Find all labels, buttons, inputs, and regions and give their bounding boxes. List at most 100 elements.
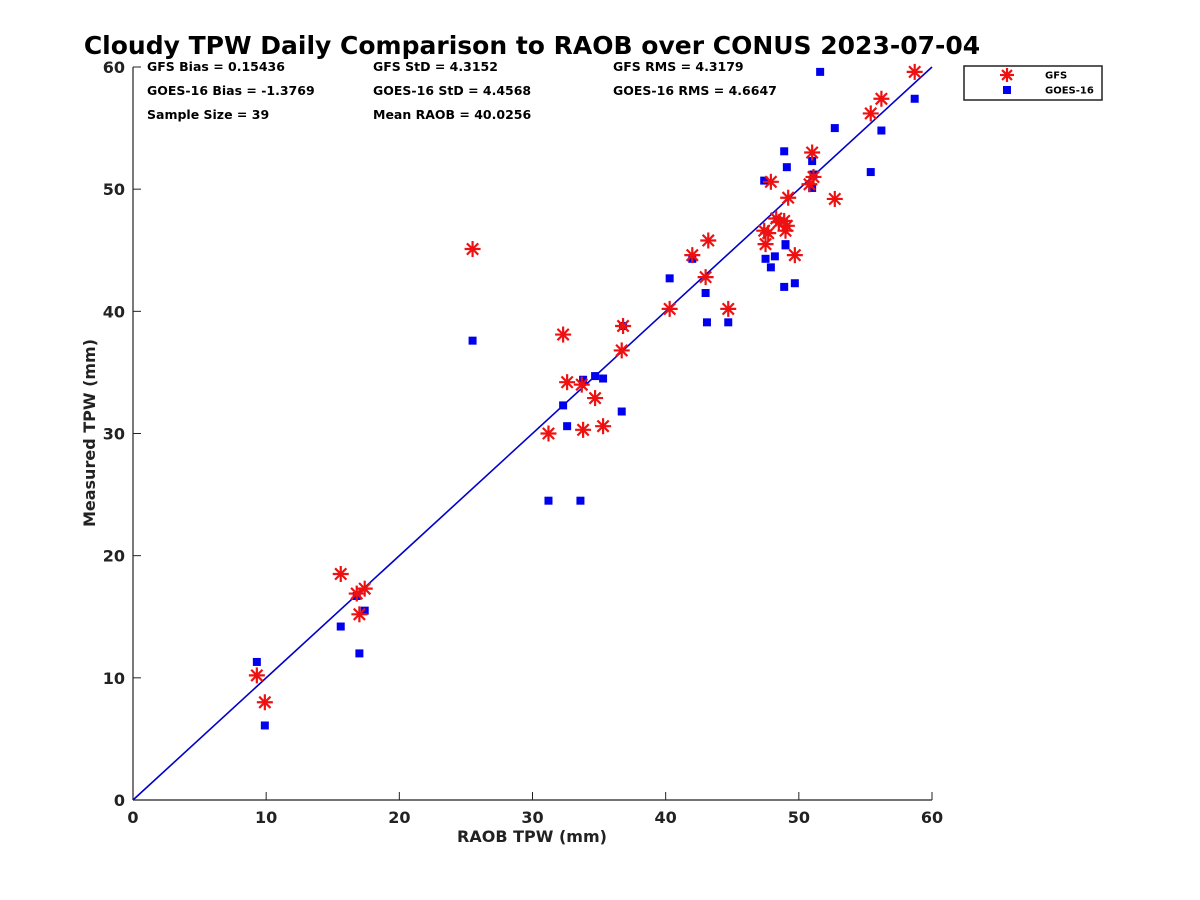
gfs-point (760, 225, 777, 242)
gfs-point (826, 190, 843, 207)
goes16-point (576, 496, 585, 505)
y-tick-label: 10 (103, 669, 125, 688)
goes16-point (260, 721, 269, 730)
stat-label: Sample Size = 39 (147, 107, 269, 122)
legend-goes16-marker (1003, 86, 1011, 94)
gfs-point (862, 105, 879, 122)
goes16-point (877, 126, 886, 135)
goes16-point (468, 336, 477, 345)
goes16-point (544, 496, 553, 505)
gfs-point (700, 232, 717, 249)
goes16-point (665, 274, 674, 283)
gfs-point (248, 667, 265, 684)
stat-label: GOES-16 RMS = 4.6647 (613, 83, 777, 98)
goes16-point (910, 94, 919, 103)
x-tick-label: 50 (788, 808, 810, 827)
gfs-point (613, 342, 630, 359)
goes16-point (761, 254, 770, 263)
stats-annotations: GFS Bias = 0.15436 GFS StD = 4.3152 GFS RM… (147, 59, 777, 122)
x-tick-label: 30 (521, 808, 543, 827)
data-points (248, 63, 923, 730)
goes16-point (355, 649, 364, 658)
goes16-point (866, 168, 875, 177)
x-tick-label: 10 (255, 808, 277, 827)
goes16-point (599, 374, 608, 383)
gfs-point (595, 418, 612, 435)
goes16-point (563, 422, 572, 431)
goes16-point (702, 318, 711, 327)
goes16-point (766, 263, 775, 272)
gfs-point (587, 390, 604, 407)
gfs-point (684, 247, 701, 264)
gfs-point (256, 694, 273, 711)
goes16-point (781, 240, 790, 249)
gfs-point (757, 236, 774, 253)
goes16-point (360, 606, 369, 615)
gfs-point (762, 173, 779, 190)
y-tick-label: 50 (103, 180, 125, 199)
gfs-point (351, 606, 368, 623)
goes16-point (617, 407, 626, 416)
goes16-point (782, 163, 791, 172)
legend: GFS GOES-16 (963, 65, 1103, 101)
gfs-point (805, 168, 822, 185)
gfs-point (559, 374, 576, 391)
goes16-point (790, 279, 799, 288)
y-tick-label: 30 (103, 425, 125, 444)
legend-box (963, 65, 1103, 101)
y-tick-label: 60 (103, 58, 125, 77)
gfs-point (778, 217, 795, 234)
gfs-point (720, 300, 737, 317)
gfs-point (555, 326, 572, 343)
stat-label: GFS RMS = 4.3179 (613, 59, 744, 74)
x-tick-label: 40 (655, 808, 677, 827)
goes16-point (591, 372, 600, 381)
gfs-point (780, 189, 797, 206)
stat-label: Mean RAOB = 40.0256 (373, 107, 531, 122)
gfs-point (804, 144, 821, 161)
gfs-point (575, 421, 592, 438)
stat-label: GFS Bias = 0.15436 (147, 59, 285, 74)
gfs-point (573, 376, 590, 393)
y-tick-label: 20 (103, 547, 125, 566)
gfs-point (332, 565, 349, 582)
y-tick-label: 0 (114, 791, 125, 810)
gfs-point (615, 317, 632, 334)
goes16-point (760, 176, 769, 185)
gfs-point (348, 585, 365, 602)
gfs-point (873, 90, 890, 107)
gfs-point (356, 580, 373, 597)
x-tick-label: 0 (127, 808, 138, 827)
stat-label: GOES-16 Bias = -1.3769 (147, 83, 315, 98)
y-axis-label: Measured TPW (mm) (80, 339, 99, 527)
one-to-one-line (132, 66, 933, 801)
goes16-point (579, 375, 588, 384)
gfs-point (540, 425, 557, 442)
gfs-point (786, 247, 803, 264)
goes16-point (780, 147, 789, 156)
stat-label: GOES-16 StD = 4.4568 (373, 83, 531, 98)
one-to-one-line-group (132, 66, 933, 801)
gfs-point (464, 241, 481, 258)
x-tick-label: 60 (921, 808, 943, 827)
legend-label: GFS (1045, 71, 1067, 82)
gfs-point (697, 269, 714, 286)
goes16-point (252, 657, 261, 666)
stat-label: GFS StD = 4.3152 (373, 59, 498, 74)
goes16-point (701, 289, 710, 298)
goes16-point (808, 157, 817, 166)
goes16-point (559, 401, 568, 410)
x-tick-label: 20 (388, 808, 410, 827)
y-tick-label: 40 (103, 302, 125, 321)
chart-title: Cloudy TPW Daily Comparison to RAOB over… (84, 31, 980, 60)
gfs-point (906, 63, 923, 80)
x-axis-label: RAOB TPW (mm) (457, 827, 607, 846)
legend-gfs-marker (1000, 68, 1014, 82)
goes16-point (780, 282, 789, 291)
legend-label: GOES-16 (1045, 86, 1094, 97)
gfs-point (661, 300, 678, 317)
goes16-point (770, 252, 779, 261)
goes16-point (724, 318, 733, 327)
goes16-point (336, 622, 345, 631)
